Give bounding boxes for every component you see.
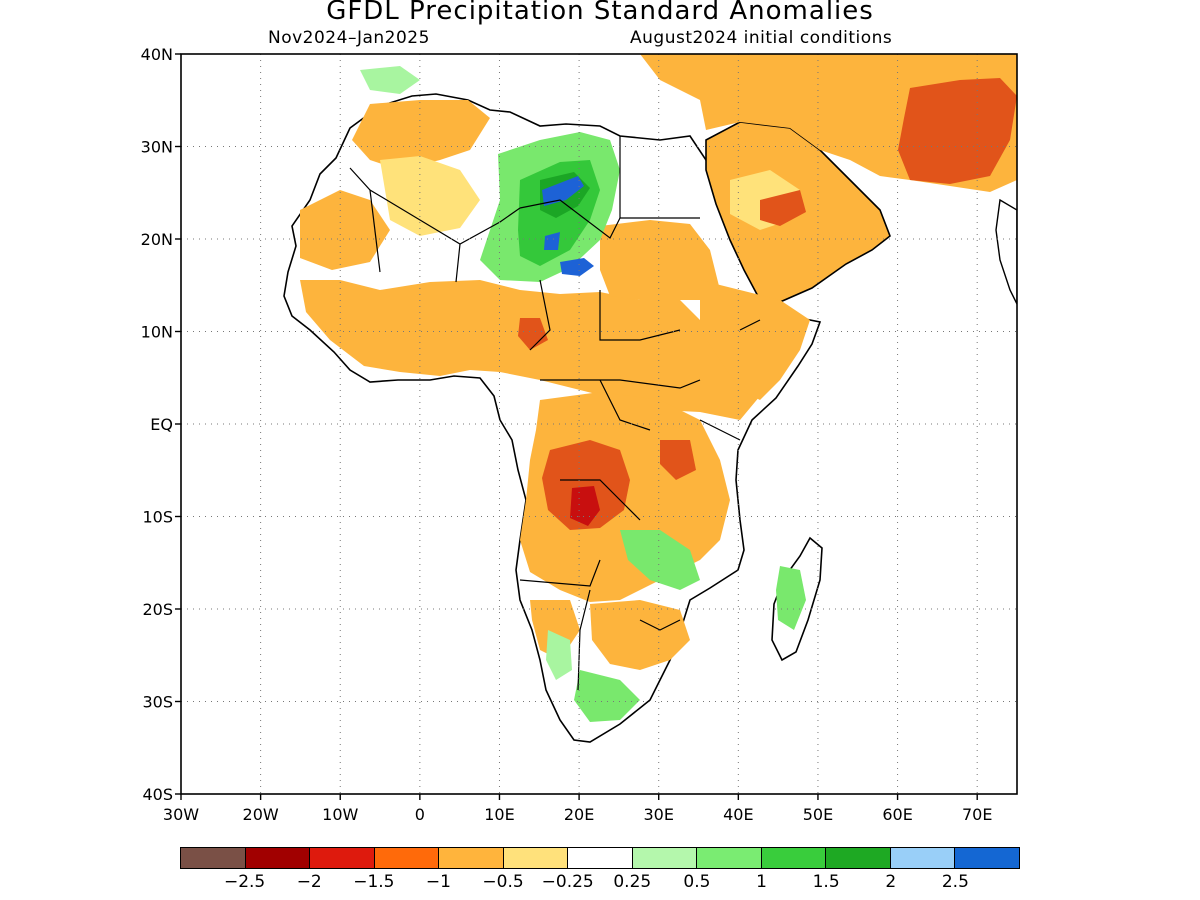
legend-swatch — [955, 848, 1019, 868]
lat-tick-label: 40N — [141, 45, 173, 64]
lon-tick-label: 40E — [723, 805, 753, 824]
legend-swatch — [439, 848, 504, 868]
lon-tick-label: 30E — [643, 805, 673, 824]
legend-label: −0.25 — [541, 872, 594, 892]
lon-tick-label: 20E — [564, 805, 594, 824]
legend-swatch — [503, 848, 569, 868]
legend-swatch — [632, 848, 698, 868]
longitude-labels: 30W 20W 10W 0 10E 20E 30E 40E 50E 60E 70E — [163, 805, 993, 824]
legend-swatch — [245, 848, 311, 868]
legend-swatch — [310, 848, 375, 868]
lon-tick-label: 30W — [163, 805, 199, 824]
lat-tick-label: 40S — [142, 785, 173, 804]
map-frame — [180, 53, 1018, 795]
lat-tick-label: EQ — [150, 415, 173, 434]
initial-conditions-subtitle: August2024 initial conditions — [630, 28, 893, 48]
legend-label: 2 — [885, 872, 897, 892]
legend-swatch — [697, 848, 762, 868]
latitude-labels: 40N 30N 20N 10N EQ 10S 20S 30S 40S — [141, 45, 173, 804]
lon-tick-label: 70E — [962, 805, 992, 824]
lon-tick-label: 10E — [484, 805, 514, 824]
legend-swatch — [890, 848, 956, 868]
chart-title: GFDL Precipitation Standard Anomalies — [326, 0, 874, 26]
legend-label: −1.5 — [353, 872, 395, 892]
legend-swatch — [761, 848, 827, 868]
lat-tick-label: 30N — [141, 138, 173, 157]
lon-tick-label: 10W — [322, 805, 358, 824]
lat-tick-label: 20S — [142, 600, 173, 619]
legend-swatch — [568, 848, 633, 868]
legend-label: −1 — [425, 872, 451, 892]
lat-tick-label: 20N — [141, 230, 173, 249]
lon-tick-label: 60E — [882, 805, 912, 824]
legend-labels: −2.5 −2 −1.5 −1 −0.5 −0.25 0.25 0.5 1 1.5 2 2.5 — [180, 872, 1020, 896]
legend-swatch — [374, 848, 440, 868]
legend-label: 2.5 — [941, 872, 969, 892]
lat-tick-label: 30S — [142, 693, 173, 712]
legend-label: 0.5 — [683, 872, 711, 892]
lat-tick-label: 10N — [141, 323, 173, 342]
lat-tick-label: 10S — [142, 508, 173, 527]
legend-swatch — [181, 848, 246, 868]
legend-label: −0.5 — [482, 872, 524, 892]
india-coast — [995, 198, 1017, 305]
period-subtitle: Nov2024–Jan2025 — [268, 28, 430, 48]
legend-label: 1.5 — [812, 872, 840, 892]
color-legend — [180, 847, 1020, 869]
legend-label: 0.25 — [613, 872, 652, 892]
country-borders — [349, 136, 761, 691]
legend-label: −2.5 — [223, 872, 266, 892]
lon-tick-label: 0 — [415, 805, 425, 824]
legend-label: 1 — [756, 872, 767, 892]
lon-tick-label: 20W — [243, 805, 279, 824]
lon-tick-label: 50E — [803, 805, 833, 824]
legend-label: −2 — [296, 872, 322, 892]
legend-swatch — [826, 848, 891, 868]
iran-dry-area — [898, 78, 1017, 184]
